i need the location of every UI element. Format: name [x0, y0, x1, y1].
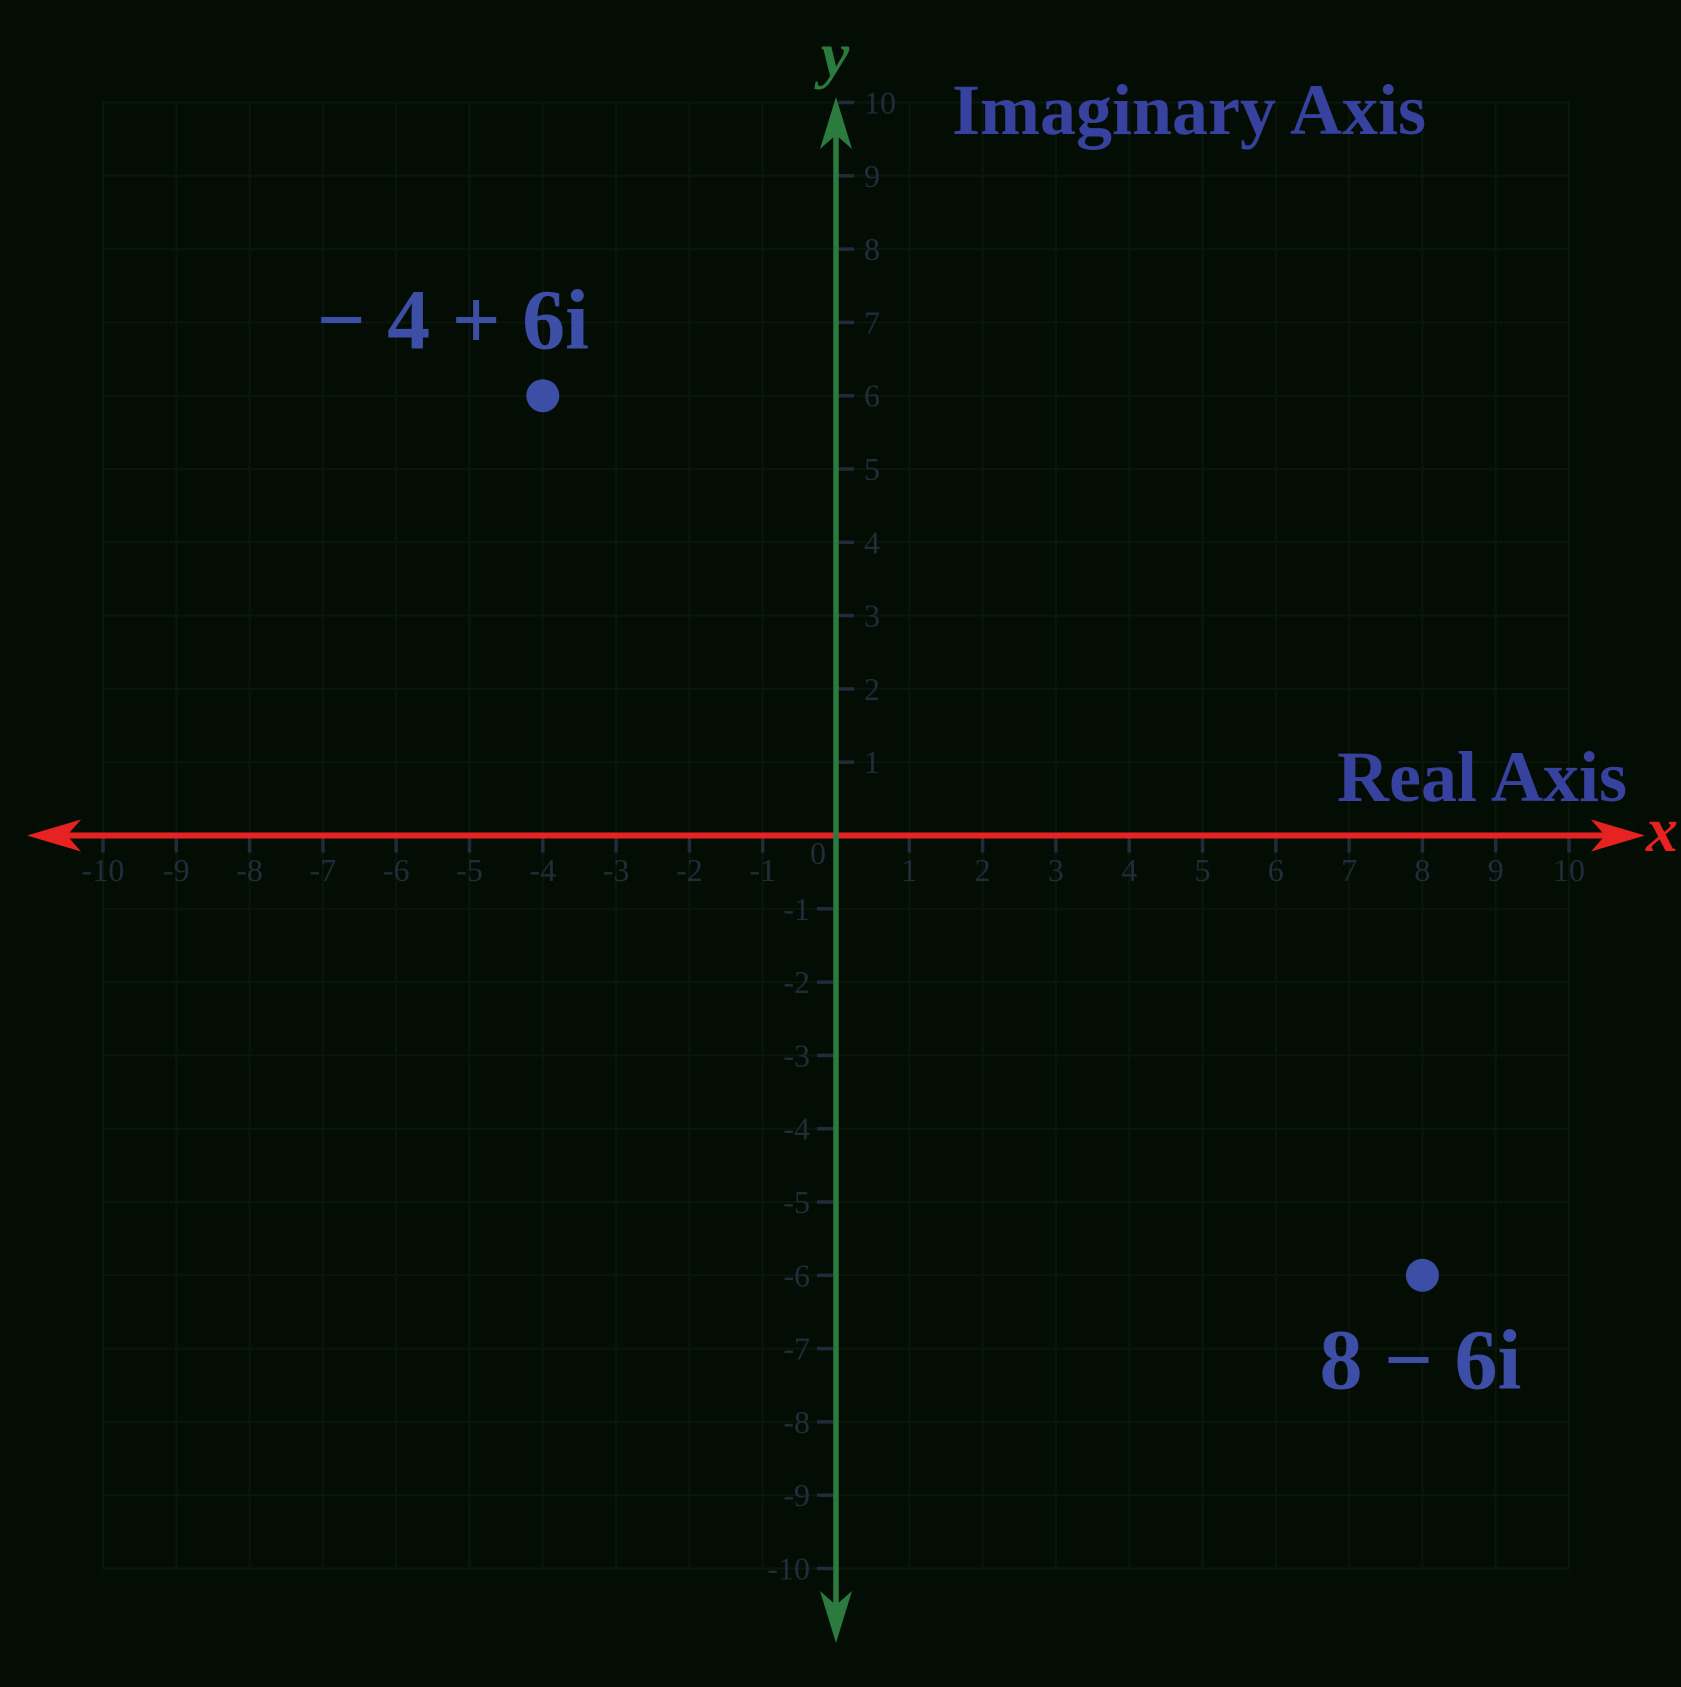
imaginary-axis-top-arrowhead-icon [820, 97, 852, 149]
y-axis-tick-label: 2 [864, 671, 880, 707]
x-axis-tick-label: -3 [603, 852, 630, 888]
y-variable-label: y [814, 19, 850, 90]
real-axis-left-arrowhead-icon [27, 819, 81, 852]
x-axis-tick-label: -6 [383, 852, 410, 888]
x-axis-tick-label: -8 [236, 852, 263, 888]
y-axis-tick-label: 3 [864, 598, 880, 634]
x-axis-tick-label: 1 [901, 852, 917, 888]
x-axis-tick-label: -7 [310, 852, 337, 888]
y-axis-tick-label: -5 [783, 1184, 810, 1220]
real-axis-title: Real Axis [1337, 737, 1627, 817]
y-axis-tick-label: 6 [864, 378, 880, 414]
y-axis-tick-label: 1 [864, 744, 880, 780]
y-axis-tick-label: 10 [864, 85, 896, 121]
y-axis-tick-label: -8 [783, 1404, 810, 1440]
complex-point-dot [1405, 1258, 1439, 1292]
x-axis-tick-label: 8 [1414, 852, 1430, 888]
y-axis-tick-label: -2 [783, 964, 810, 1000]
y-axis-tick-label: -10 [767, 1551, 810, 1587]
x-axis-tick-label: 4 [1121, 852, 1137, 888]
y-axis-tick-label: 8 [864, 231, 880, 267]
x-axis-tick-label: -4 [529, 852, 556, 888]
x-axis-tick-label: -9 [163, 852, 190, 888]
y-axis-tick-label: -7 [783, 1331, 810, 1367]
y-axis-tick-label: 4 [864, 524, 880, 560]
complex-point-dot [526, 379, 560, 413]
x-axis-tick-label: 5 [1195, 852, 1211, 888]
x-axis-tick-label: 3 [1048, 852, 1064, 888]
x-axis-tick-label: 6 [1268, 852, 1284, 888]
y-axis-tick-label: -4 [783, 1111, 810, 1147]
x-axis-tick-label: -2 [676, 852, 703, 888]
x-axis-tick-label: -5 [456, 852, 483, 888]
x-axis-tick-label: 9 [1488, 852, 1504, 888]
x-axis-tick-label: -10 [82, 852, 125, 888]
x-axis-tick-label: 7 [1341, 852, 1357, 888]
x-variable-label: x [1645, 794, 1678, 865]
y-axis-tick-label: 5 [864, 451, 880, 487]
x-axis-tick-label: -1 [749, 852, 776, 888]
y-axis-tick-label: 9 [864, 158, 880, 194]
complex-point-label: 8 − 6i [1319, 1311, 1521, 1407]
origin-tick-label: 0 [810, 835, 826, 871]
imaginary-axis-title: Imaginary Axis [952, 70, 1426, 150]
y-axis-tick-label: -3 [783, 1037, 810, 1073]
x-axis-tick-label: 2 [975, 852, 991, 888]
y-axis-tick-label: -1 [783, 891, 810, 927]
y-axis-tick-label: -9 [783, 1477, 810, 1513]
real-axis-right-arrowhead-icon [1591, 819, 1645, 852]
complex-point-label: − 4 + 6i [317, 272, 589, 368]
x-axis-tick-label: 10 [1553, 852, 1585, 888]
y-axis-tick-label: 7 [864, 304, 880, 340]
imaginary-axis-bottom-arrowhead-icon [820, 1591, 852, 1643]
y-axis-tick-label: -6 [783, 1257, 810, 1293]
